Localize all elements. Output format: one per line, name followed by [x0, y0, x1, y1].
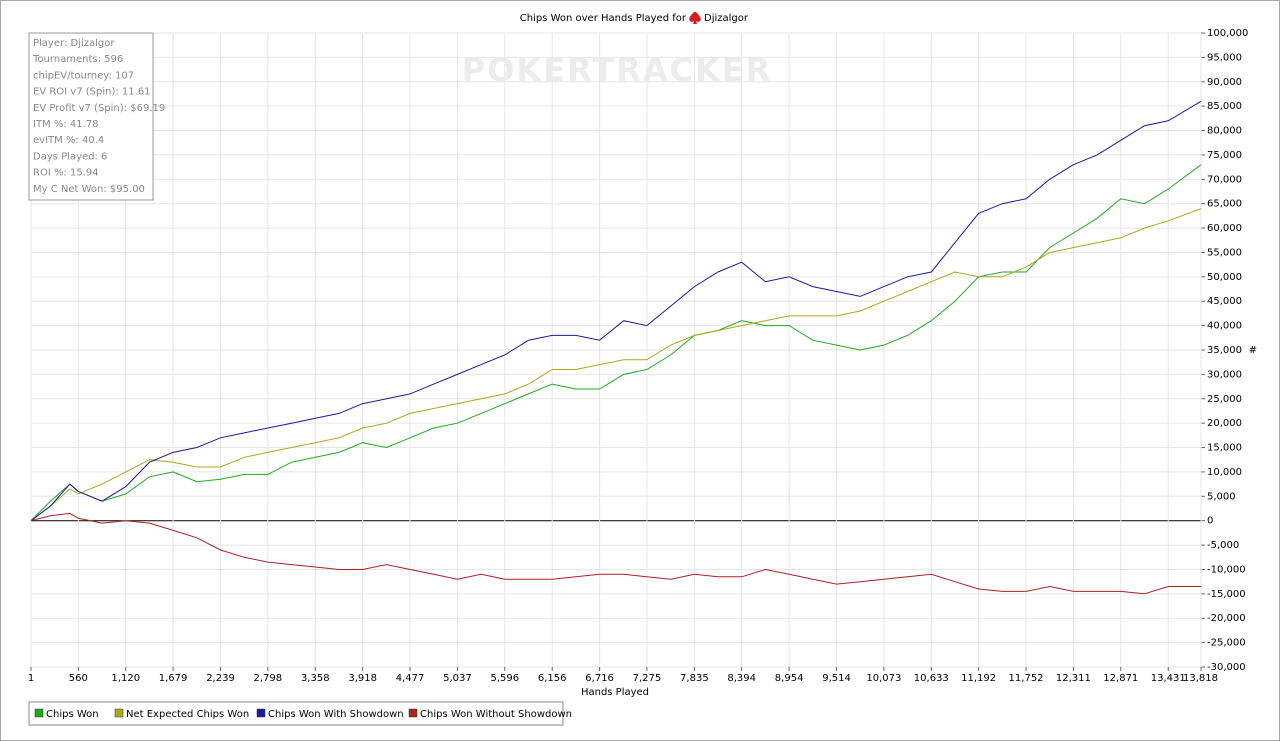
legend-box — [28, 701, 564, 726]
x-tick-label: 11,192 — [961, 673, 996, 684]
y-tick-label: 15,000 — [1207, 443, 1242, 454]
stat-text: Days Played: 6 — [33, 151, 107, 162]
y-tick-label: 25,000 — [1207, 394, 1242, 405]
x-tick-label: 5,037 — [443, 673, 472, 684]
y-tick-label: 100,000 — [1207, 28, 1248, 39]
y-tick-label: 90,000 — [1207, 77, 1242, 88]
x-tick-label: 6,156 — [538, 673, 567, 684]
legend-swatch — [256, 708, 266, 718]
legend-label: Chips Won — [46, 709, 99, 720]
watermark: POKERTRACKER — [462, 51, 773, 89]
y-tick-label: 0 — [1207, 516, 1213, 527]
player-name: Djizalgor — [704, 13, 749, 24]
stat-text: EV ROI v7 (Spin): 11.61 — [33, 87, 151, 98]
x-tick-label: 1,120 — [111, 673, 140, 684]
stat-text: Player: Djizalgor — [33, 38, 115, 49]
y-tick-label: 60,000 — [1207, 223, 1242, 234]
y-tick-label: -5,000 — [1207, 540, 1239, 551]
y-tick-label: 20,000 — [1207, 418, 1242, 429]
y-tick-label: 5,000 — [1207, 491, 1236, 502]
x-tick-label: 11,752 — [1009, 673, 1044, 684]
legend-label: Chips Won With Showdown — [268, 709, 404, 720]
stat-text: ITM %: 41.78 — [33, 119, 99, 130]
y-tick-label: 40,000 — [1207, 321, 1242, 332]
stat-text: EV Profit v7 (Spin): $69.19 — [33, 103, 165, 114]
stat-text: chipEV/tourney: 107 — [33, 70, 134, 81]
x-tick-label: 560 — [69, 673, 88, 684]
legend-swatch — [114, 708, 124, 718]
series-line — [30, 512, 1201, 595]
x-tick-label: 12,311 — [1056, 673, 1091, 684]
y-tick-label: -15,000 — [1207, 589, 1246, 600]
series-line — [30, 164, 1202, 522]
x-tick-label: 9,514 — [822, 673, 851, 684]
chart-title: Chips Won over Hands Played for — [520, 13, 687, 24]
x-tick-label: 7,835 — [680, 673, 709, 684]
x-tick-label: 13,818 — [1183, 673, 1218, 684]
series-line — [30, 208, 1202, 522]
x-tick-label: 8,954 — [775, 673, 804, 684]
x-tick-label: 10,073 — [866, 673, 901, 684]
stat-text: My C Net Won: $95.00 — [33, 184, 145, 195]
x-axis-label: Hands Played — [581, 687, 649, 698]
x-tick-label: 8,394 — [727, 673, 756, 684]
x-tick-label: 5,596 — [490, 673, 519, 684]
legend-swatch — [34, 708, 44, 718]
y-tick-label: -25,000 — [1207, 638, 1246, 649]
stat-text: ROI %: 15.94 — [33, 168, 99, 179]
spade-icon — [689, 12, 701, 24]
x-tick-label: 7,275 — [633, 673, 662, 684]
y-tick-label: 95,000 — [1207, 52, 1242, 63]
y-tick-label: 55,000 — [1207, 247, 1242, 258]
y-tick-label: -10,000 — [1207, 564, 1246, 575]
x-tick-label: 2,239 — [206, 673, 235, 684]
y-tick-label: -20,000 — [1207, 613, 1246, 624]
legend-swatch — [408, 708, 418, 718]
y-tick-label: -30,000 — [1207, 662, 1246, 673]
x-tick-label: 4,477 — [396, 673, 425, 684]
legend-label: Net Expected Chips Won — [126, 709, 249, 720]
x-tick-label: 1 — [28, 673, 34, 684]
y-tick-label: 70,000 — [1207, 174, 1242, 185]
y-tick-label: 35,000 — [1207, 345, 1242, 356]
stats-box — [28, 32, 154, 201]
x-tick-label: 6,716 — [585, 673, 614, 684]
legend-label: Chips Won Without Showdown — [420, 709, 572, 720]
y-tick-label: 80,000 — [1207, 126, 1242, 137]
y-tick-label: 50,000 — [1207, 272, 1242, 283]
x-tick-label: 3,358 — [301, 673, 330, 684]
y-tick-label: 45,000 — [1207, 296, 1242, 307]
y-tick-label: 30,000 — [1207, 369, 1242, 380]
y-tick-label: 65,000 — [1207, 199, 1242, 210]
x-tick-label: 13,431 — [1151, 673, 1186, 684]
x-tick-label: 2,798 — [254, 673, 283, 684]
y-tick-label: 85,000 — [1207, 101, 1242, 112]
series-line — [30, 100, 1202, 522]
y-tick-label: 10,000 — [1207, 467, 1242, 478]
y-tick-label: 75,000 — [1207, 150, 1242, 161]
x-tick-label: 3,918 — [348, 673, 377, 684]
stat-text: evITM %: 40.4 — [33, 135, 104, 146]
stat-text: Tournaments: 596 — [32, 54, 123, 65]
x-tick-label: 10,633 — [914, 673, 949, 684]
x-tick-label: 1,679 — [159, 673, 188, 684]
y-axis-label: # — [1249, 345, 1257, 356]
x-tick-label: 12,871 — [1103, 673, 1138, 684]
